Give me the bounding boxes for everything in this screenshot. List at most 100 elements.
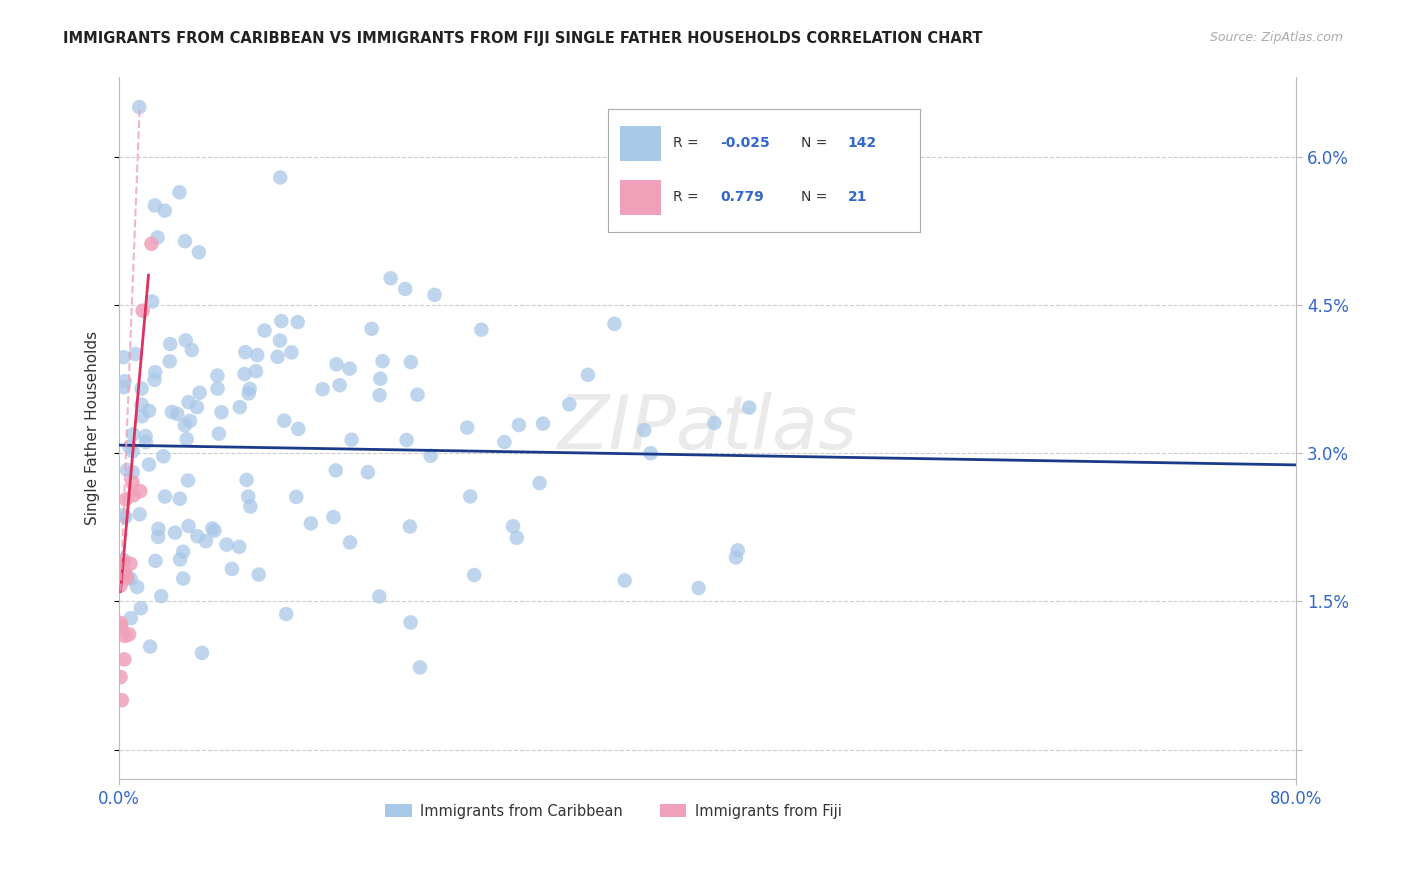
- Point: [115, 492, 138, 507]
- Point: [270, 314, 292, 328]
- Point: [703, 416, 725, 430]
- Text: IMMIGRANTS FROM CARIBBEAN VS IMMIGRANTS FROM FIJI SINGLE FATHER HOUSEHOLDS CORRE: IMMIGRANTS FROM CARIBBEAN VS IMMIGRANTS …: [63, 31, 983, 46]
- Point: [613, 574, 636, 588]
- Point: [152, 449, 174, 463]
- Point: [186, 400, 208, 414]
- Point: [112, 555, 135, 569]
- Point: [233, 367, 256, 381]
- Point: [159, 337, 181, 351]
- Point: [409, 660, 432, 674]
- Point: [419, 449, 441, 463]
- Point: [146, 230, 169, 244]
- Point: [174, 334, 197, 348]
- Point: [150, 589, 173, 603]
- Point: [110, 670, 132, 684]
- Point: [603, 317, 626, 331]
- Point: [633, 423, 655, 437]
- Point: [873, 151, 896, 165]
- Point: [117, 570, 139, 584]
- Point: [529, 476, 551, 491]
- Point: [325, 463, 347, 477]
- Point: [329, 378, 352, 392]
- Point: [399, 615, 422, 630]
- Point: [110, 578, 132, 592]
- Point: [253, 324, 276, 338]
- Point: [502, 519, 524, 533]
- Point: [339, 361, 361, 376]
- Point: [463, 568, 485, 582]
- Point: [508, 417, 530, 432]
- Point: [380, 271, 402, 285]
- Point: [115, 571, 138, 585]
- Point: [233, 345, 256, 359]
- Point: [169, 552, 191, 566]
- Point: [179, 414, 201, 428]
- Point: [186, 529, 208, 543]
- Point: [399, 355, 422, 369]
- Point: [120, 557, 142, 571]
- Point: [176, 432, 198, 446]
- Point: [207, 368, 229, 383]
- Point: [114, 510, 136, 524]
- Point: [163, 525, 186, 540]
- Point: [299, 516, 322, 531]
- Point: [118, 627, 141, 641]
- Point: [727, 543, 749, 558]
- Point: [131, 409, 153, 424]
- Point: [194, 534, 217, 549]
- Point: [110, 565, 132, 579]
- Point: [148, 522, 170, 536]
- Legend: Immigrants from Caribbean, Immigrants from Fiji: Immigrants from Caribbean, Immigrants fr…: [380, 798, 848, 824]
- Point: [129, 484, 152, 499]
- Point: [211, 405, 233, 419]
- Point: [138, 404, 160, 418]
- Point: [360, 322, 382, 336]
- Point: [169, 186, 191, 200]
- Point: [174, 234, 197, 248]
- Point: [273, 414, 295, 428]
- Point: [506, 531, 529, 545]
- Point: [141, 236, 163, 251]
- Point: [738, 401, 761, 415]
- Point: [221, 562, 243, 576]
- Point: [128, 508, 150, 522]
- Point: [112, 380, 135, 394]
- Point: [239, 500, 262, 514]
- Point: [215, 538, 238, 552]
- Point: [191, 646, 214, 660]
- Point: [576, 368, 599, 382]
- Point: [368, 590, 391, 604]
- Point: [129, 601, 152, 615]
- Point: [325, 357, 347, 371]
- Point: [368, 388, 391, 402]
- Point: [131, 303, 153, 318]
- Point: [371, 354, 394, 368]
- Point: [121, 475, 143, 490]
- Point: [177, 519, 200, 533]
- Point: [145, 554, 167, 568]
- Point: [114, 629, 136, 643]
- Point: [204, 524, 226, 538]
- Point: [131, 382, 153, 396]
- Point: [160, 405, 183, 419]
- Point: [135, 429, 157, 443]
- Point: [143, 373, 166, 387]
- Point: [146, 530, 169, 544]
- Point: [285, 490, 308, 504]
- Point: [118, 440, 141, 454]
- Point: [208, 426, 231, 441]
- Point: [269, 334, 291, 348]
- Point: [143, 198, 166, 212]
- Point: [269, 170, 291, 185]
- Point: [122, 427, 145, 442]
- Point: [112, 652, 135, 666]
- Point: [399, 519, 422, 533]
- Point: [640, 446, 662, 460]
- Point: [238, 490, 260, 504]
- Point: [177, 395, 200, 409]
- Point: [470, 323, 492, 337]
- Point: [131, 398, 153, 412]
- Point: [153, 490, 176, 504]
- Text: ZIPatlas: ZIPatlas: [558, 392, 858, 465]
- Point: [112, 350, 135, 364]
